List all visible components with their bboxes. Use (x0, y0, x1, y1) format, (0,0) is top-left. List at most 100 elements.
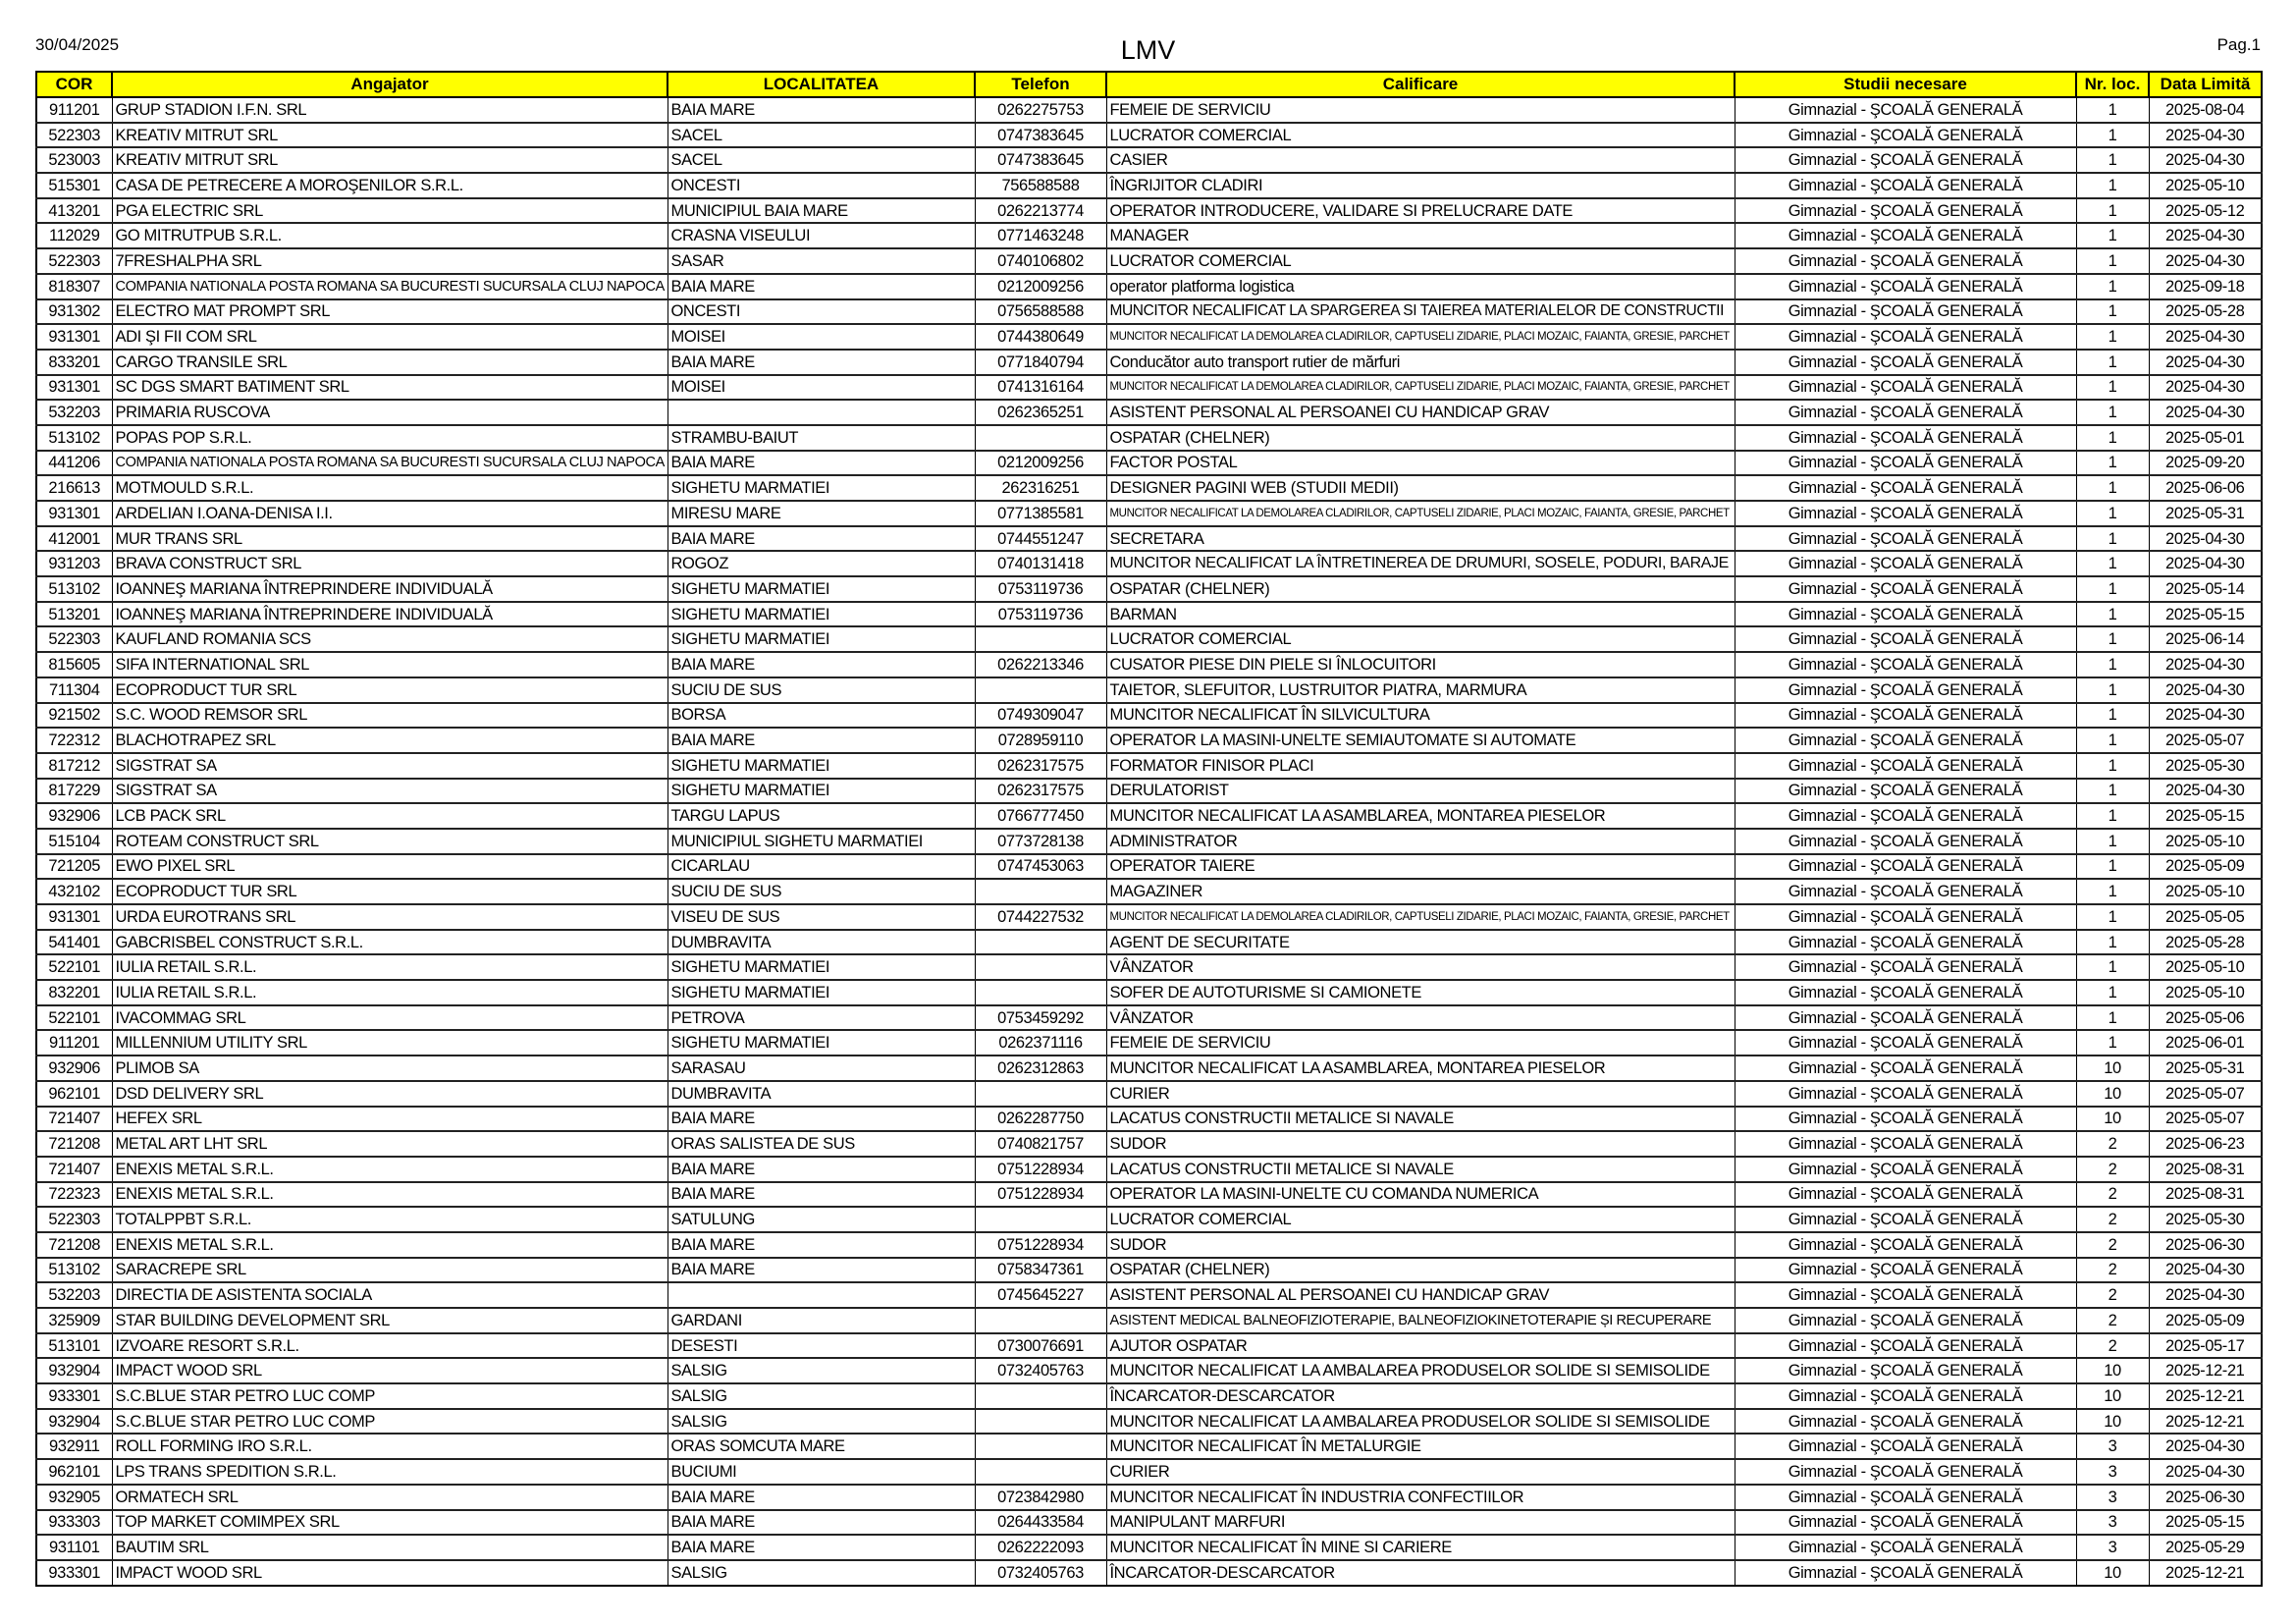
cell-nr-loc: 3 (2075, 1484, 2150, 1511)
cell-calificare: LUCRATOR COMERCIAL (1105, 625, 1735, 654)
cell-cor: 412001 (35, 525, 113, 553)
table-row: 931302 ELECTRO MAT PROMPT SRL ONCESTI 07565… (35, 298, 2263, 326)
cell-calificare: FORMATOR FINISOR PLACI (1105, 752, 1735, 780)
table-row: 112029 GO MITRUTPUB S.R.L. CRASNA VISEULUI… (35, 222, 2263, 250)
cell-localitatea: CRASNA VISEULUI (667, 222, 976, 250)
cell-angajator: STAR BUILDING DEVELOPMENT SRL (111, 1307, 668, 1334)
cell-studii: Gimnazial - ŞCOALĂ GENERALĂ (1734, 1307, 2077, 1334)
cell-calificare: TAIETOR, SLEFUITOR, LUSTRUITOR PIATRA, M… (1105, 677, 1735, 704)
cell-localitatea: SASAR (667, 247, 976, 275)
cell-studii: Gimnazial - ŞCOALĂ GENERALĂ (1734, 1433, 2077, 1461)
cell-studii: Gimnazial - ŞCOALĂ GENERALĂ (1734, 525, 2077, 553)
table-row: 513102 IOANNEŞ MARIANA ÎNTREPRINDERE INDI… (35, 575, 2263, 603)
cell-localitatea: BAIA MARE (667, 1509, 976, 1537)
cell-angajator: MOTMOULD S.R.L. (111, 474, 668, 502)
cell-angajator: SIGSTRAT SA (111, 778, 668, 805)
cell-data-limita: 2025-05-31 (2148, 500, 2263, 527)
cell-data-limita: 2025-06-01 (2148, 1029, 2263, 1057)
cell-localitatea: PETROVA (667, 1004, 976, 1032)
cell-localitatea: SIGHETU MARMATIEI (667, 625, 976, 654)
cell-data-limita: 2025-04-30 (2148, 349, 2263, 376)
cell-telefon: 0723842980 (974, 1484, 1107, 1511)
table-row: 522101 IULIA RETAIL S.R.L. SIGHETU MARMATI… (35, 953, 2263, 982)
cell-telefon: 0262287750 (974, 1106, 1107, 1133)
cell-studii: Gimnazial - ŞCOALĂ GENERALĂ (1734, 802, 2077, 830)
cell-calificare: BARMAN (1105, 601, 1735, 628)
cell-data-limita: 2025-05-15 (2148, 1509, 2263, 1537)
cell-data-limita: 2025-04-30 (2148, 1458, 2263, 1486)
cell-calificare: ASISTENT PERSONAL AL PERSOANEI CU HANDIC… (1105, 1281, 1735, 1309)
cell-studii: Gimnazial - ŞCOALĂ GENERALĂ (1734, 450, 2077, 477)
cell-telefon: 262316251 (974, 474, 1107, 502)
cell-cor: 931301 (35, 323, 113, 351)
cell-studii: Gimnazial - ŞCOALĂ GENERALĂ (1734, 298, 2077, 326)
cell-nr-loc: 1 (2075, 1029, 2150, 1057)
cell-telefon (974, 929, 1107, 956)
cell-studii: Gimnazial - ŞCOALĂ GENERALĂ (1734, 601, 2077, 628)
cell-localitatea: BAIA MARE (667, 1231, 976, 1259)
cell-nr-loc: 2 (2075, 1332, 2150, 1360)
cell-angajator: ROLL FORMING IRO S.R.L. (111, 1433, 668, 1461)
cell-telefon: 0753119736 (974, 575, 1107, 603)
cell-telefon (974, 1408, 1107, 1435)
cell-calificare: AJUTOR OSPATAR (1105, 1332, 1735, 1360)
table-row: 541401 GABCRISBEL CONSTRUCT S.R.L. DUMBRAV… (35, 929, 2263, 956)
cell-calificare: SOFER DE AUTOTURISME SI CAMIONETE (1105, 979, 1735, 1006)
cell-telefon: 0262371116 (974, 1029, 1107, 1057)
cell-calificare: MAGAZINER (1105, 878, 1735, 905)
cell-studii: Gimnazial - ŞCOALĂ GENERALĂ (1734, 625, 2077, 654)
cell-nr-loc: 1 (2075, 525, 2150, 553)
cell-localitatea: SIGHETU MARMATIEI (667, 778, 976, 805)
cell-localitatea: MUNICIPIUL BAIA MARE (667, 197, 976, 225)
report-date: 30/04/2025 (35, 35, 120, 54)
cell-data-limita: 2025-05-28 (2148, 929, 2263, 956)
cell-angajator: LCB PACK SRL (111, 802, 668, 830)
cell-telefon (974, 1080, 1107, 1108)
cell-studii: Gimnazial - ŞCOALĂ GENERALĂ (1734, 1231, 2077, 1259)
cell-cor: 815605 (35, 651, 113, 678)
cell-angajator: IMPACT WOOD SRL (111, 1559, 668, 1587)
cell-nr-loc: 1 (2075, 878, 2150, 905)
cell-calificare: OPERATOR LA MASINI-UNELTE CU COMANDA NUM… (1105, 1181, 1735, 1209)
cell-nr-loc: 1 (2075, 96, 2150, 124)
cell-calificare: SECRETARA (1105, 525, 1735, 553)
cell-angajator: GRUP STADION I.F.N. SRL (111, 96, 668, 124)
cell-calificare: ÎNCARCATOR-DESCARCATOR (1105, 1382, 1735, 1410)
cell-cor: 513102 (35, 575, 113, 603)
cell-nr-loc: 1 (2075, 979, 2150, 1006)
cell-angajator: ENEXIS METAL S.R.L. (111, 1156, 668, 1183)
cell-nr-loc: 10 (2075, 1106, 2150, 1133)
cell-studii: Gimnazial - ŞCOALĂ GENERALĂ (1734, 349, 2077, 376)
cell-data-limita: 2025-05-10 (2148, 979, 2263, 1006)
cell-data-limita: 2025-06-30 (2148, 1484, 2263, 1511)
cell-angajator: LPS TRANS SPEDITION S.R.L. (111, 1458, 668, 1486)
cell-telefon (974, 625, 1107, 654)
table-row: 515301 CASA DE PETRECERE A MOROŞENILOR S.… (35, 172, 2263, 199)
cell-studii: Gimnazial - ŞCOALĂ GENERALĂ (1734, 247, 2077, 275)
cell-cor: 721208 (35, 1130, 113, 1158)
cell-localitatea: DUMBRAVITA (667, 929, 976, 956)
cell-studii: Gimnazial - ŞCOALĂ GENERALĂ (1734, 1055, 2077, 1082)
cell-studii: Gimnazial - ŞCOALĂ GENERALĂ (1734, 702, 2077, 730)
cell-localitatea: BAIA MARE (667, 1181, 976, 1209)
cell-localitatea: SIGHETU MARMATIEI (667, 575, 976, 603)
cell-studii: Gimnazial - ŞCOALĂ GENERALĂ (1734, 146, 2077, 175)
cell-telefon: 0732405763 (974, 1559, 1107, 1587)
cell-localitatea: MIRESU MARE (667, 500, 976, 527)
cell-angajator: IULIA RETAIL S.R.L. (111, 979, 668, 1006)
cell-data-limita: 2025-05-30 (2148, 1206, 2263, 1233)
cell-calificare: MANAGER (1105, 222, 1735, 250)
cell-telefon: 0262365251 (974, 399, 1107, 426)
cell-studii: Gimnazial - ŞCOALĂ GENERALĂ (1734, 929, 2077, 956)
table-row: 721205 EWO PIXEL SRL CICARLAU 0747453063 OPE… (35, 853, 2263, 881)
table-row: 721208 ENEXIS METAL S.R.L. BAIA MARE 075122… (35, 1231, 2263, 1259)
table-row: 522303 7FRESHALPHA SRL SASAR 0740106802 LUCR… (35, 247, 2263, 275)
cell-cor: 513102 (35, 1257, 113, 1284)
cell-nr-loc: 1 (2075, 450, 2150, 477)
cell-telefon (974, 1206, 1107, 1233)
table-row: 931301 ARDELIAN I.OANA-DENISA I.I. MIRESU … (35, 500, 2263, 527)
table-row: 931203 BRAVA CONSTRUCT SRL ROGOZ 0740131418… (35, 550, 2263, 578)
cell-calificare: Conducător auto transport rutier de mărf… (1105, 349, 1735, 376)
table-row: 522101 IVACOMMAG SRL PETROVA 0753459292 VÂNZ… (35, 1004, 2263, 1032)
table-row: 513102 SARACREPE SRL BAIA MARE 0758347361 OS… (35, 1257, 2263, 1284)
